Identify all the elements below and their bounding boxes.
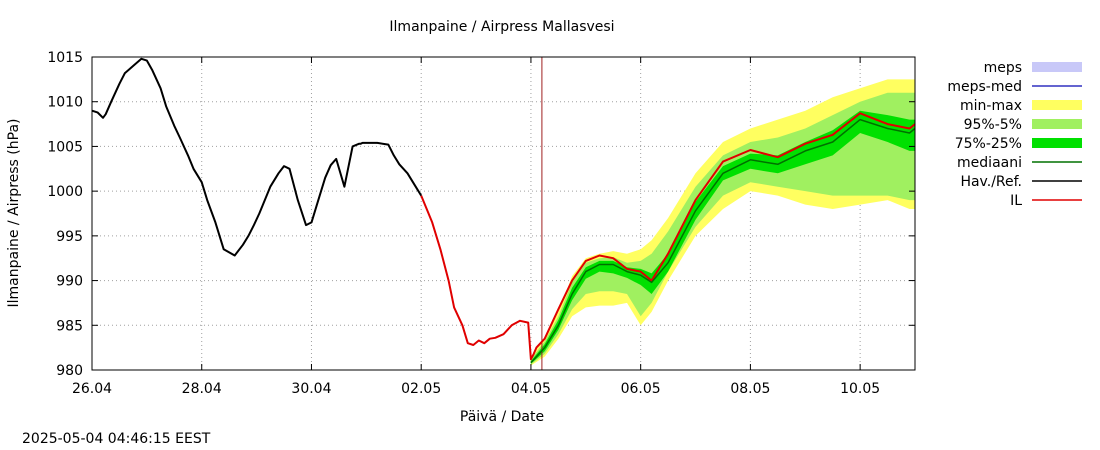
- band-95-5-: [530, 92, 915, 365]
- legend-swatch-p75_25: [1032, 138, 1082, 148]
- legend-label-minmax: min-max: [960, 98, 1022, 114]
- y-tick-label: 990: [56, 274, 83, 290]
- legend-swatch-p95_5: [1032, 119, 1082, 129]
- legend-label-il: IL: [1010, 193, 1022, 209]
- x-tick-label: 08.05: [730, 381, 770, 397]
- y-tick-label: 995: [56, 229, 83, 245]
- y-tick-label: 1015: [47, 50, 83, 66]
- line-layer: [91, 57, 916, 370]
- x-tick-label: 02.05: [401, 381, 441, 397]
- legend: meps meps-med min-max 95%-5% 75%-25% mediaani…: [947, 60, 1082, 209]
- x-tick-label: 06.05: [621, 381, 661, 397]
- y-tick-label: 985: [56, 318, 83, 334]
- x-tick-label: 30.04: [291, 381, 331, 397]
- legend-label-p75_25: 75%-25%: [955, 136, 1022, 152]
- x-axis-label: Päivä / Date: [460, 409, 544, 425]
- legend-swatch-minmax: [1032, 100, 1082, 110]
- y-tick-label: 1000: [47, 184, 83, 200]
- plot-frame: [91, 56, 916, 371]
- y-axis-label: Ilmanpaine / Airpress (hPa): [6, 119, 22, 308]
- series-hav-ref: [91, 57, 423, 257]
- x-tick-label: 04.05: [511, 381, 551, 397]
- band-75-25-: [530, 110, 915, 364]
- chart-title: Ilmanpaine / Airpress Mallasvesi: [389, 19, 614, 35]
- tick-layer: 980 985 990 995 1000 1005 1010 1015 26.04 28.04 30…: [47, 50, 915, 397]
- x-tick-label: 26.04: [72, 381, 112, 397]
- legend-label-meps_med: meps-med: [947, 79, 1022, 95]
- legend-label-obs: Hav./Ref.: [960, 174, 1022, 190]
- y-tick-label: 1010: [47, 95, 83, 111]
- y-tick-label: 980: [56, 363, 83, 379]
- legend-label-meps: meps: [984, 60, 1022, 76]
- legend-swatch-meps: [1032, 62, 1082, 72]
- legend-label-mediaani: mediaani: [957, 155, 1022, 171]
- band-layer: [530, 79, 915, 366]
- series-mediaani: [530, 118, 916, 364]
- series-il: [420, 112, 916, 361]
- x-tick-label: 28.04: [182, 381, 222, 397]
- timestamp-label: 2025-05-04 04:46:15 EEST: [22, 431, 211, 447]
- grid-layer: [92, 57, 915, 370]
- legend-label-p95_5: 95%-5%: [964, 117, 1022, 133]
- y-tick-label: 1005: [47, 139, 83, 155]
- x-tick-label: 10.05: [840, 381, 880, 397]
